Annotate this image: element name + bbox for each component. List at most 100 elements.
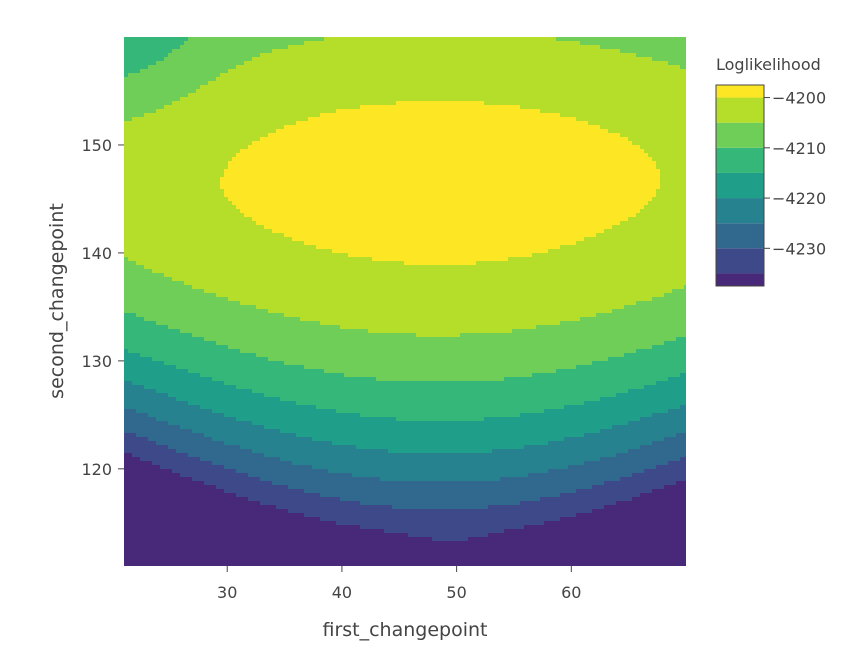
contour-cell [264,473,269,478]
contour-cell [256,365,261,370]
contour-cell [136,157,141,162]
contour-cell [144,109,149,114]
contour-cell [260,493,265,498]
contour-cell [224,305,229,310]
contour-cell [260,221,265,226]
contour-cell [216,81,221,86]
contour-cell [128,237,133,242]
contour-cell [180,269,185,274]
contour-cell [268,197,273,202]
contour-cell [152,425,157,430]
contour-cell [200,109,205,114]
contour-cell [240,393,245,398]
contour-cell [252,289,257,294]
contour-cell [148,541,153,546]
contour-cell [148,89,153,94]
contour-cell [152,453,157,458]
contour-cell [140,237,145,242]
contour-cell [176,225,181,230]
contour-cell [192,545,197,550]
contour-cell [156,233,161,238]
contour-cell [152,225,157,230]
contour-cell [124,109,129,114]
contour-cell [244,177,249,182]
contour-cell [224,169,229,174]
contour-cell [164,517,169,522]
contour-cell [124,289,129,294]
contour-cell [212,105,217,110]
contour-cell [132,149,137,154]
contour-cell [252,205,257,210]
contour-cell [152,325,157,330]
contour-cell [128,169,133,174]
contour-cell [232,177,237,182]
contour-cell [236,181,241,186]
contour-cell [204,525,209,530]
contour-cell [180,65,185,70]
plot-area[interactable] [124,37,689,570]
contour-cell [268,241,273,246]
contour-cell [244,445,249,450]
contour-cell [188,229,193,234]
contour-cell [128,493,133,498]
contour-cell [216,85,221,90]
contour-cell [216,421,221,426]
contour-cell [268,393,273,398]
contour-cell [160,161,165,166]
contour-cell [144,121,149,126]
contour-cell [144,525,149,530]
contour-cell [244,317,249,322]
contour-cell [248,269,253,274]
contour-cell [176,421,181,426]
contour-cell [228,205,233,210]
contour-cell [172,329,177,334]
contour-cell [148,121,153,126]
contour-cell [212,209,217,214]
contour-cell [172,265,177,270]
contour-cell [220,109,225,114]
contour-cell [156,213,161,218]
contour-cell [172,501,177,506]
contour-cell [220,217,225,222]
contour-cell [240,237,245,242]
contour-cell [196,329,201,334]
contour-cell [252,553,257,558]
contour-cell [240,361,245,366]
contour-cell [228,237,233,242]
contour-cell [164,393,169,398]
contour-cell [248,213,253,218]
contour-cell [152,561,157,566]
contour-cell [136,125,141,130]
contour-cell [148,185,153,190]
contour-cell [252,269,257,274]
contour-cell [268,41,273,46]
contour-cell [272,265,277,270]
contour-cell [180,477,185,482]
contour-cell [172,121,177,126]
contour-cell [132,401,137,406]
contour-cell [172,73,177,78]
contour-cell [248,273,253,278]
contour-cell [192,397,197,402]
contour-cell [216,389,221,394]
contour-cell [148,113,153,118]
contour-cell [160,321,165,326]
contour-cell [220,233,225,238]
contour-cell [196,169,201,174]
contour-cell [168,409,173,414]
contour-cell [172,217,177,222]
contour-cell [220,161,225,166]
contour-cell [144,465,149,470]
contour-cell [188,45,193,50]
contour-cell [220,281,225,286]
contour-cell [228,281,233,286]
contour-cell [256,149,261,154]
contour-cell [176,233,181,238]
contour-cell [144,89,149,94]
contour-cell [264,529,269,534]
contour-cell [168,121,173,126]
contour-cell [160,409,165,414]
contour-cell [156,389,161,394]
contour-cell [180,473,185,478]
contour-cell [260,297,265,302]
